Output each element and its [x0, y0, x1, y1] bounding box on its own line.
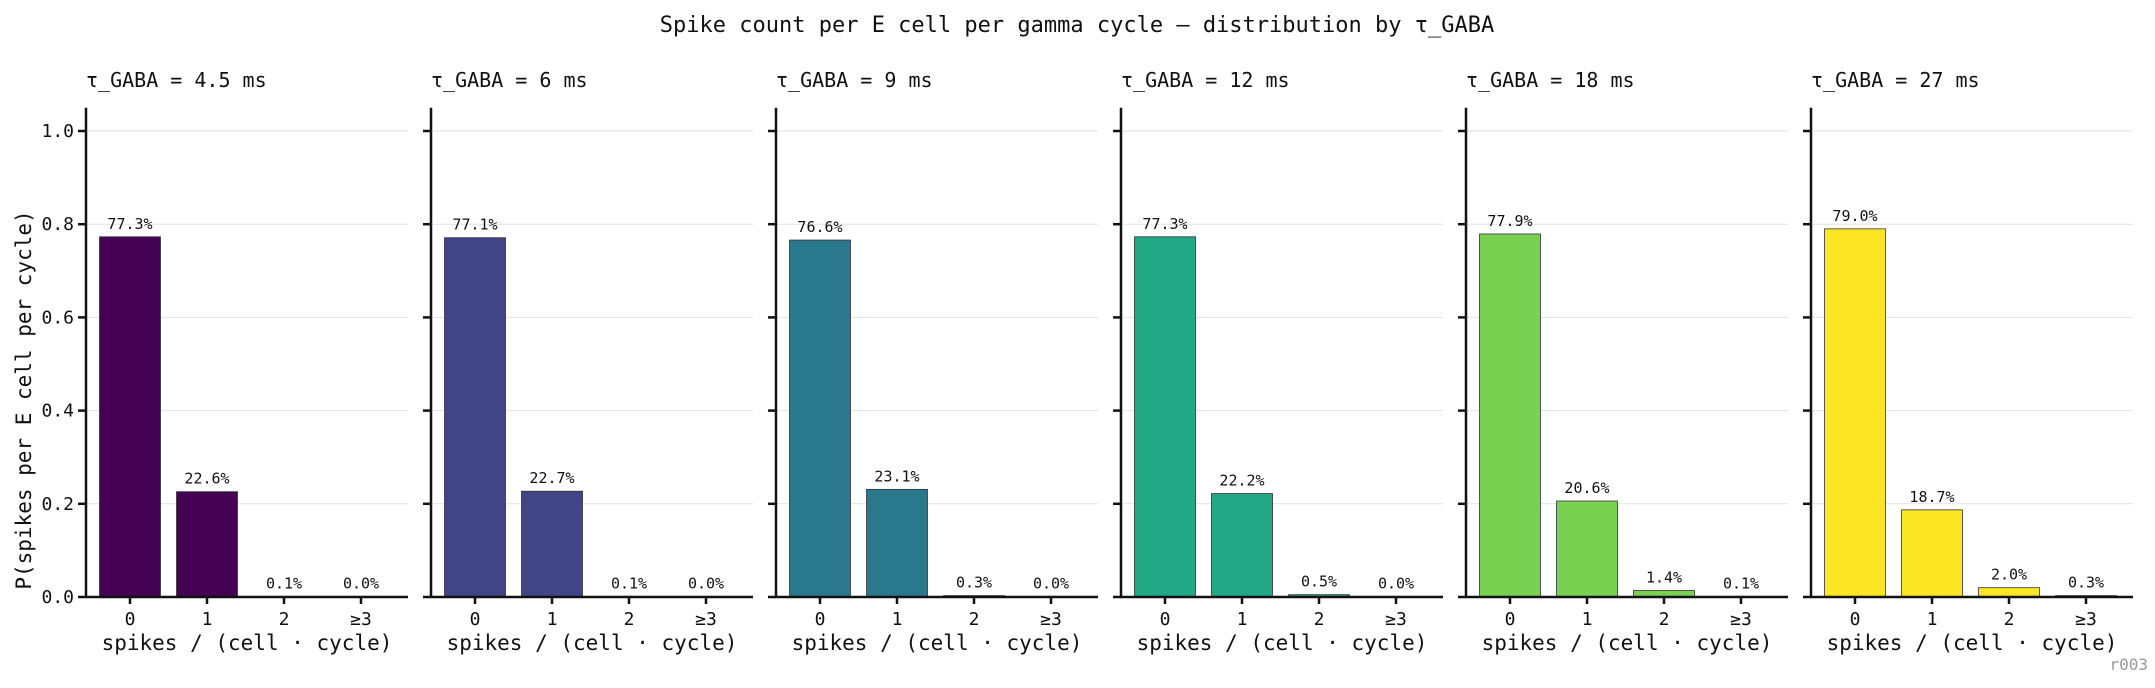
bar	[521, 490, 583, 598]
x-axis-label: spikes / (cell · cycle)	[1482, 631, 1773, 655]
x-tick-label: 1	[1927, 609, 1938, 630]
bar-value-label: 0.0%	[1033, 575, 1069, 593]
x-tick-label: ≥3	[1040, 609, 1062, 630]
bar	[1556, 500, 1618, 598]
y-tick-label: 0.8	[41, 214, 74, 235]
bar-value-label: 0.1%	[266, 575, 302, 593]
bar	[1824, 228, 1886, 598]
bar	[1134, 236, 1196, 598]
bar	[444, 237, 506, 598]
y-axis-label: P(spikes per E cell per cycle)	[12, 210, 36, 589]
bar-value-label: 22.7%	[529, 469, 574, 487]
bar	[866, 488, 928, 598]
bar	[1901, 509, 1963, 598]
bar-value-label: 23.1%	[874, 467, 919, 485]
x-axis-label: spikes / (cell · cycle)	[1827, 631, 2118, 655]
panel-1: 77.1% 0 22.7% 1 0.1% 2 0.0% ≥3 τ_GABA = 6 ms spik…	[423, 68, 753, 655]
x-axis-label: spikes / (cell · cycle)	[102, 631, 393, 655]
y-tick-label: 0.4	[41, 401, 74, 422]
x-tick-label: 1	[892, 609, 903, 630]
x-tick-label: 2	[2004, 609, 2015, 630]
bar-value-label: 18.7%	[1909, 488, 1954, 506]
x-axis-label: spikes / (cell · cycle)	[447, 631, 738, 655]
x-axis-label: spikes / (cell · cycle)	[1137, 631, 1428, 655]
y-tick-label: 0.6	[41, 307, 74, 328]
panel-2: 76.6% 0 23.1% 1 0.3% 2 0.0% ≥3 τ_GABA = 9 ms spik…	[768, 68, 1098, 655]
bar-value-label: 79.0%	[1832, 207, 1877, 225]
bar-value-label: 0.1%	[1723, 575, 1759, 593]
bar-value-label: 0.3%	[2068, 574, 2104, 592]
panel-5: 79.0% 0 18.7% 1 2.0% 2 0.3% ≥3 τ_GABA = 27 ms spi…	[1803, 68, 2133, 655]
subplot-title: τ_GABA = 4.5 ms	[86, 68, 267, 92]
bar-value-label: 0.1%	[611, 575, 647, 593]
x-tick-label: 2	[1659, 609, 1670, 630]
panels: 77.3% 0 22.6% 1 0.1% 2 0.0% ≥3 0.0 0.2 0.4 0.6 0.8 1.…	[41, 68, 2133, 655]
x-axis-label: spikes / (cell · cycle)	[792, 631, 1083, 655]
x-tick-label: 0	[125, 609, 136, 630]
panel-3: 77.3% 0 22.2% 1 0.5% 2 0.0% ≥3 τ_GABA = 12 ms spi…	[1113, 68, 1443, 655]
figure-title: Spike count per E cell per gamma cycle —…	[660, 13, 1494, 38]
panel-0: 77.3% 0 22.6% 1 0.1% 2 0.0% ≥3 0.0 0.2 0.4 0.6 0.8 1.…	[41, 68, 408, 655]
subplot-title: τ_GABA = 9 ms	[776, 68, 933, 92]
bar	[176, 491, 238, 598]
bar-value-label: 22.6%	[184, 470, 229, 488]
x-tick-label: 1	[1237, 609, 1248, 630]
bar-value-label: 0.0%	[1378, 575, 1414, 593]
x-tick-label: 2	[1314, 609, 1325, 630]
x-tick-label: 1	[1582, 609, 1593, 630]
bar	[1211, 493, 1273, 598]
subplot-title: τ_GABA = 27 ms	[1811, 68, 1980, 92]
subplot-title: τ_GABA = 12 ms	[1121, 68, 1290, 92]
x-tick-label: ≥3	[1385, 609, 1407, 630]
x-tick-label: ≥3	[695, 609, 717, 630]
bar-value-label: 0.5%	[1301, 573, 1337, 591]
y-tick-label: 1.0	[41, 121, 74, 142]
x-tick-label: 1	[202, 609, 213, 630]
x-tick-label: 0	[1850, 609, 1861, 630]
bar-value-label: 0.0%	[343, 575, 379, 593]
bar-value-label: 76.6%	[797, 218, 842, 236]
bar-value-label: 20.6%	[1564, 479, 1609, 497]
bar-value-label: 77.3%	[107, 215, 152, 233]
x-tick-label: ≥3	[1730, 609, 1752, 630]
bar-value-label: 77.9%	[1487, 212, 1532, 230]
bar	[789, 239, 851, 598]
bar	[99, 236, 161, 598]
x-tick-label: 2	[969, 609, 980, 630]
bar-value-label: 77.1%	[452, 216, 497, 234]
x-tick-label: ≥3	[2075, 609, 2097, 630]
bar	[1978, 587, 2040, 598]
bar-value-label: 77.3%	[1142, 215, 1187, 233]
bar-value-label: 1.4%	[1646, 568, 1682, 586]
x-tick-label: 1	[547, 609, 558, 630]
x-tick-label: 0	[1160, 609, 1171, 630]
x-tick-label: 0	[470, 609, 481, 630]
x-tick-label: 2	[279, 609, 290, 630]
subplot-title: τ_GABA = 18 ms	[1466, 68, 1635, 92]
bar-value-label: 2.0%	[1991, 566, 2027, 584]
y-tick-label: 0.2	[41, 494, 74, 515]
bar	[1479, 233, 1541, 598]
run-id: r003	[2109, 655, 2148, 674]
panel-4: 77.9% 0 20.6% 1 1.4% 2 0.1% ≥3 τ_GABA = 18 ms spi…	[1458, 68, 1788, 655]
x-tick-label: ≥3	[350, 609, 372, 630]
bar-value-label: 22.2%	[1219, 472, 1264, 490]
x-tick-label: 0	[815, 609, 826, 630]
subplot-title: τ_GABA = 6 ms	[431, 68, 588, 92]
y-tick-label: 0.0	[41, 587, 74, 608]
x-tick-label: 2	[624, 609, 635, 630]
bar-value-label: 0.0%	[688, 575, 724, 593]
x-tick-label: 0	[1505, 609, 1516, 630]
bar-value-label: 0.3%	[956, 574, 992, 592]
